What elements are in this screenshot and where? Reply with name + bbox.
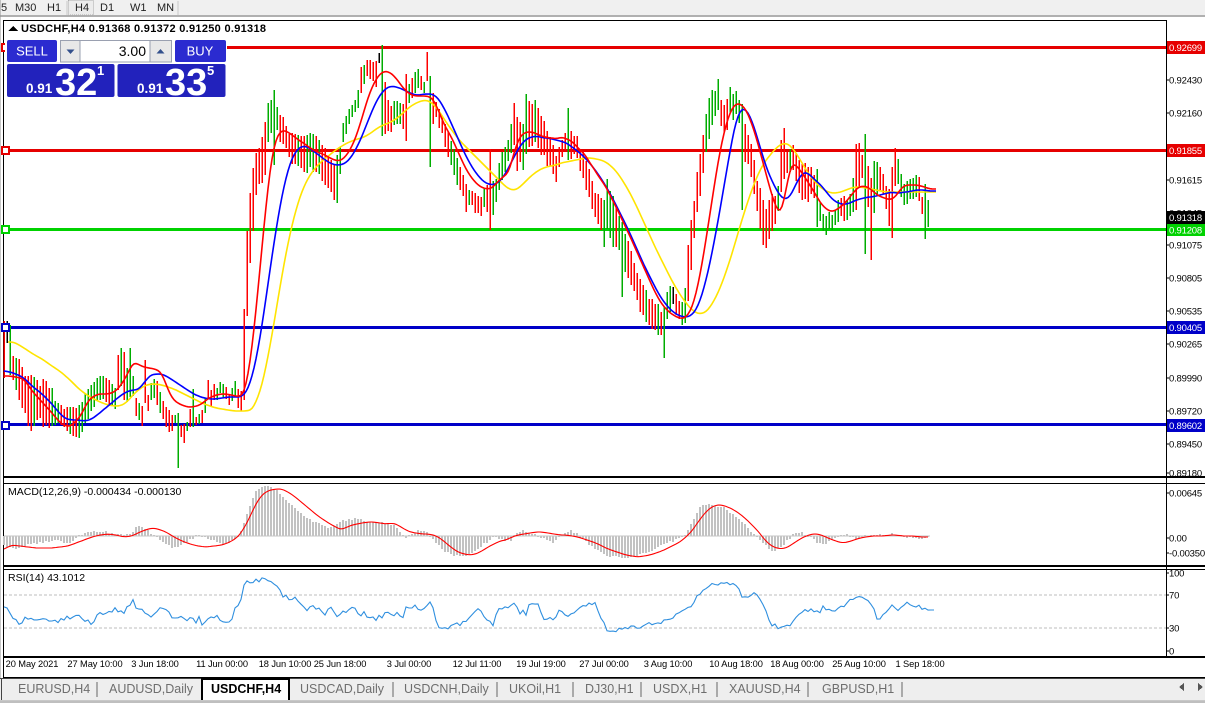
svg-text:0.91855: 0.91855 (1169, 146, 1202, 157)
svg-text:DJ30,H1: DJ30,H1 (585, 682, 634, 696)
svg-text:19 Jul 19:00: 19 Jul 19:00 (516, 659, 565, 669)
svg-text:0.00645: 0.00645 (1169, 489, 1202, 500)
svg-text:0.89450: 0.89450 (1169, 440, 1202, 451)
svg-text:18 Jun 10:00: 18 Jun 10:00 (259, 659, 312, 669)
svg-text:3 Jun 18:00: 3 Jun 18:00 (131, 659, 179, 669)
svg-text:100: 100 (1169, 569, 1184, 580)
svg-text:XAUUSD,H4: XAUUSD,H4 (729, 682, 801, 696)
svg-text:33: 33 (165, 62, 207, 104)
svg-text:0.90805: 0.90805 (1169, 274, 1202, 285)
svg-text:10 Aug 18:00: 10 Aug 18:00 (709, 659, 763, 669)
svg-text:UKOil,H1: UKOil,H1 (509, 682, 561, 696)
svg-text:D1: D1 (100, 2, 114, 14)
svg-text:0.89602: 0.89602 (1169, 421, 1202, 432)
svg-text:M30: M30 (15, 2, 36, 14)
svg-text:0.90535: 0.90535 (1169, 307, 1202, 318)
svg-text:0.91318: 0.91318 (1169, 213, 1202, 224)
svg-text:BUY: BUY (187, 44, 214, 59)
svg-text:3.00: 3.00 (119, 43, 146, 59)
svg-text:USDCHF,H4: USDCHF,H4 (211, 682, 281, 696)
svg-text:RSI(14) 43.1012: RSI(14) 43.1012 (8, 572, 85, 584)
svg-text:MACD(12,26,9) -0.000434 -0.000: MACD(12,26,9) -0.000434 -0.000130 (8, 486, 182, 498)
svg-text:MN: MN (157, 2, 174, 14)
svg-text:SELL: SELL (16, 44, 48, 59)
svg-text:0.90405: 0.90405 (1169, 323, 1202, 334)
svg-text:0.91075: 0.91075 (1169, 241, 1202, 252)
svg-text:11 Jun 00:00: 11 Jun 00:00 (196, 659, 248, 669)
svg-text:0.92430: 0.92430 (1169, 76, 1202, 87)
svg-text:18 Aug 00:00: 18 Aug 00:00 (770, 659, 824, 669)
svg-text:USDCHF,H4 0.91368 0.91372 0.9: USDCHF,H4 0.91368 0.91372 0.91250 0.9131… (21, 23, 266, 35)
svg-text:12 Jul 11:00: 12 Jul 11:00 (453, 659, 502, 669)
svg-text:H4: H4 (75, 2, 89, 14)
svg-text:30: 30 (1169, 624, 1179, 635)
svg-text:5: 5 (207, 63, 214, 78)
svg-text:H1: H1 (47, 2, 61, 14)
svg-text:GBPUSD,H1: GBPUSD,H1 (822, 682, 894, 696)
svg-text:0.91: 0.91 (26, 81, 53, 96)
svg-text:-0.00350: -0.00350 (1169, 549, 1205, 560)
svg-text:1: 1 (97, 63, 104, 78)
svg-text:0.89180: 0.89180 (1169, 469, 1202, 480)
svg-text:AUDUSD,Daily: AUDUSD,Daily (109, 682, 194, 696)
svg-text:27 Jul 00:00: 27 Jul 00:00 (579, 659, 628, 669)
svg-text:0.00: 0.00 (1169, 534, 1187, 545)
svg-text:0.91208: 0.91208 (1169, 226, 1202, 237)
svg-text:20 May 2021: 20 May 2021 (6, 659, 59, 669)
svg-text:0.89990: 0.89990 (1169, 374, 1202, 385)
svg-text:EURUSD,H4: EURUSD,H4 (18, 682, 90, 696)
svg-text:3 Jul 00:00: 3 Jul 00:00 (387, 659, 431, 669)
svg-text:27 May 10:00: 27 May 10:00 (67, 659, 122, 669)
svg-text:0: 0 (1169, 647, 1174, 658)
svg-text:25 Jun 18:00: 25 Jun 18:00 (314, 659, 367, 669)
svg-text:0.92699: 0.92699 (1169, 43, 1202, 54)
svg-text:USDCNH,Daily: USDCNH,Daily (404, 682, 489, 696)
svg-text:USDX,H1: USDX,H1 (653, 682, 707, 696)
svg-text:USDCAD,Daily: USDCAD,Daily (300, 682, 385, 696)
svg-text:70: 70 (1169, 591, 1179, 602)
svg-text:32: 32 (55, 62, 97, 104)
svg-text:5: 5 (1, 2, 7, 14)
svg-text:W1: W1 (130, 2, 147, 14)
svg-text:0.91615: 0.91615 (1169, 176, 1202, 187)
svg-text:0.91: 0.91 (137, 81, 164, 96)
svg-text:25 Aug 10:00: 25 Aug 10:00 (832, 659, 886, 669)
svg-text:1 Sep 18:00: 1 Sep 18:00 (895, 659, 944, 669)
svg-text:0.89720: 0.89720 (1169, 407, 1202, 418)
svg-text:3 Aug 10:00: 3 Aug 10:00 (644, 659, 693, 669)
svg-text:0.90265: 0.90265 (1169, 340, 1202, 351)
svg-text:0.92160: 0.92160 (1169, 109, 1202, 120)
